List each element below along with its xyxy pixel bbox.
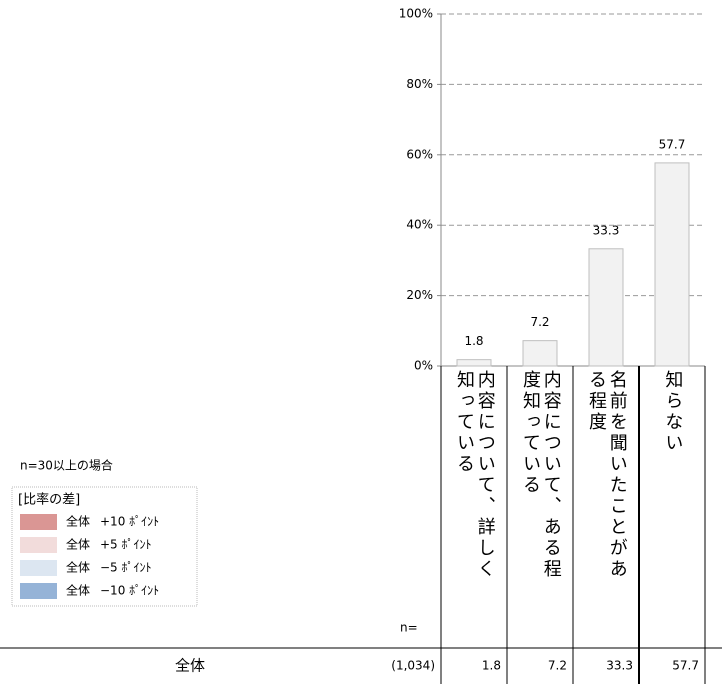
legend-label: 全体 bbox=[66, 537, 90, 552]
data-label: 7.2 bbox=[530, 315, 549, 329]
table-value: 7.2 bbox=[548, 659, 567, 673]
y-tick-label: 0% bbox=[414, 359, 433, 373]
legend-diff: +10 ﾎﾟｲﾝﾄ bbox=[100, 515, 159, 529]
category-label: 内容について、詳しく知っている bbox=[454, 370, 496, 580]
y-tick-label: 80% bbox=[406, 77, 433, 91]
legend-diff: −10 ﾎﾟｲﾝﾄ bbox=[100, 584, 159, 598]
legend-label: 全体 bbox=[66, 514, 90, 529]
legend-note: n=30以上の場合 bbox=[20, 458, 113, 473]
category-label: 名前を聞いたことがある程度 bbox=[586, 370, 628, 580]
legend-diff: +5 ﾎﾟｲﾝﾄ bbox=[100, 538, 152, 552]
legend-label: 全体 bbox=[66, 560, 90, 575]
n-header: n= bbox=[400, 621, 418, 635]
table-value: 33.3 bbox=[606, 659, 633, 673]
bar bbox=[654, 162, 690, 367]
legend-label: 全体 bbox=[66, 583, 90, 598]
category-label-box: 内容について、ある程度知っている bbox=[520, 370, 562, 580]
legend-swatch bbox=[20, 537, 57, 553]
row-n: (1,034) bbox=[391, 659, 435, 673]
legend-box bbox=[11, 486, 198, 607]
bar bbox=[588, 248, 624, 367]
data-label: 33.3 bbox=[593, 223, 620, 237]
category-label-box: 内容について、詳しく知っている bbox=[454, 370, 496, 580]
category-label-box: 名前を聞いたことがある程度 bbox=[586, 370, 628, 580]
legend-swatch bbox=[20, 514, 57, 530]
bar bbox=[456, 359, 492, 367]
data-label: 57.7 bbox=[659, 137, 686, 151]
bar bbox=[522, 340, 558, 367]
data-label: 1.8 bbox=[464, 334, 483, 348]
y-tick-label: 40% bbox=[406, 218, 433, 232]
category-label: 内容について、ある程度知っている bbox=[520, 370, 562, 580]
category-label-box: 知らない bbox=[662, 370, 684, 454]
legend-diff: −5 ﾎﾟｲﾝﾄ bbox=[100, 561, 152, 575]
legend-title: [比率の差] bbox=[18, 492, 80, 508]
row-label: 全体 bbox=[175, 657, 205, 675]
category-label: 知らない bbox=[662, 370, 684, 454]
y-tick-label: 60% bbox=[406, 147, 433, 161]
table-value: 57.7 bbox=[672, 659, 699, 673]
y-tick-label: 20% bbox=[406, 288, 433, 302]
legend-swatch bbox=[20, 583, 57, 599]
table-value: 1.8 bbox=[482, 659, 501, 673]
y-tick-label: 100% bbox=[399, 7, 433, 21]
legend-swatch bbox=[20, 560, 57, 576]
